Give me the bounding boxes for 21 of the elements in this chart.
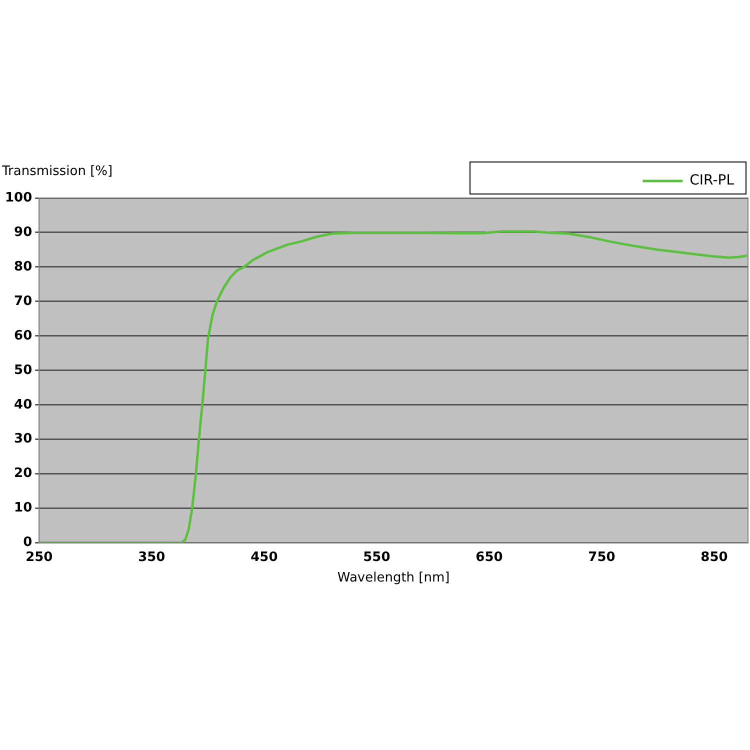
x-tick-label: 250 (26, 550, 53, 565)
y-tick-label: 80 (14, 259, 32, 274)
y-tick-label: 90 (14, 224, 32, 240)
y-tick-label: 0 (23, 535, 32, 550)
x-tick-label: 650 (476, 550, 503, 565)
y-tick-label: 100 (4, 190, 32, 206)
x-tick-label: 350 (138, 550, 166, 565)
y-tick-label: 20 (14, 466, 32, 482)
y-tick-label: 70 (14, 294, 32, 309)
y-tick-label: 40 (14, 397, 32, 412)
y-tick-label: 10 (14, 500, 32, 516)
x-axis-title: Wavelength [nm] (337, 570, 450, 586)
x-tick-label: 550 (363, 550, 390, 565)
x-tick-label: 750 (588, 550, 616, 565)
x-tick-label: 850 (700, 550, 728, 565)
x-tick-label: 450 (250, 550, 278, 565)
legend-label: CIR-PL (690, 172, 734, 189)
y-axis-title: Transmission [%] (1, 164, 113, 179)
y-tick-label: 60 (14, 328, 32, 344)
y-tick-label: 50 (14, 362, 32, 378)
y-tick-label: 30 (14, 432, 32, 447)
